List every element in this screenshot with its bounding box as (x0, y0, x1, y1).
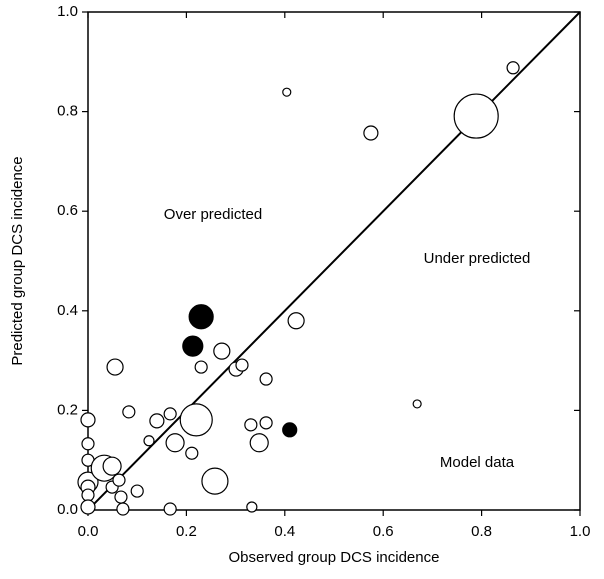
bubble (249, 433, 269, 453)
bubble (163, 502, 177, 516)
bubble (235, 358, 249, 372)
bubble (188, 304, 214, 330)
x-tick-label: 1.0 (570, 523, 591, 540)
x-axis-label: Observed group DCS incidence (229, 549, 440, 566)
bubble (506, 61, 520, 75)
bubble (213, 342, 231, 360)
bubble (185, 446, 199, 460)
bubble (81, 488, 95, 502)
y-tick-label: 0.8 (57, 103, 78, 120)
bubble (259, 372, 273, 386)
y-tick-label: 1.0 (57, 3, 78, 20)
bubble (143, 435, 155, 447)
bubble (114, 490, 128, 504)
bubble (282, 87, 292, 97)
bubble (453, 93, 499, 139)
bubble (116, 502, 130, 516)
annotation: Model data (440, 454, 515, 471)
y-tick-label: 0.6 (57, 202, 78, 219)
bubble (80, 499, 96, 515)
bubble (163, 407, 177, 421)
bubble (246, 501, 258, 513)
bubble (182, 335, 204, 357)
bubble (149, 413, 165, 429)
bubble (412, 399, 422, 409)
x-tick-label: 0.2 (176, 523, 197, 540)
annotation: Under predicted (424, 250, 531, 267)
plot-frame (87, 11, 581, 511)
bubble (179, 403, 213, 437)
x-tick-label: 0.0 (78, 523, 99, 540)
bubble (287, 312, 305, 330)
y-tick-label: 0.0 (57, 501, 78, 518)
x-tick-label: 0.8 (471, 523, 492, 540)
x-tick-label: 0.4 (274, 523, 295, 540)
bubble (194, 360, 208, 374)
identity-line (87, 11, 581, 511)
bubble (81, 437, 95, 451)
bubble (122, 405, 136, 419)
bubble (112, 473, 126, 487)
bubble (201, 467, 229, 495)
bubble (106, 358, 124, 376)
y-tick-label: 0.2 (57, 401, 78, 418)
bubble (259, 416, 273, 430)
x-tick-label: 0.6 (373, 523, 394, 540)
bubble (244, 418, 258, 432)
y-axis-label: Predicted group DCS incidence (9, 156, 26, 365)
bubble (165, 433, 185, 453)
annotation: Over predicted (164, 206, 262, 223)
bubble (282, 422, 298, 438)
bubble (80, 412, 96, 428)
y-tick-label: 0.4 (57, 302, 78, 319)
bubble (102, 456, 122, 476)
bubble (363, 125, 379, 141)
bubble (130, 484, 144, 498)
